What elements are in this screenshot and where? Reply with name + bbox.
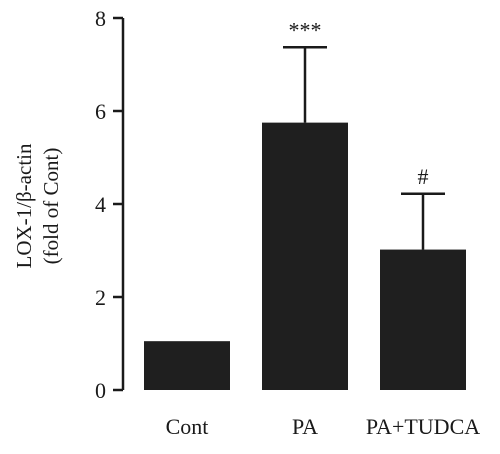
x-tick-labels: Cont PA PA+TUDCA bbox=[166, 414, 481, 439]
y-tick-label: 2 bbox=[95, 285, 106, 310]
y-tick-label: 6 bbox=[95, 99, 106, 124]
bar bbox=[380, 249, 466, 390]
x-tick-label: Cont bbox=[166, 414, 209, 439]
significance-label: # bbox=[418, 164, 429, 189]
bar bbox=[262, 122, 348, 390]
y-ticks: 0 2 4 6 8 bbox=[95, 6, 123, 403]
y-tick-label: 0 bbox=[95, 378, 106, 403]
significance-label: *** bbox=[289, 17, 322, 42]
y-axis-label-line1: LOX-1/β-actin bbox=[12, 143, 36, 268]
bar bbox=[144, 341, 230, 390]
error-bars bbox=[283, 46, 445, 250]
y-tick-label: 8 bbox=[95, 6, 106, 31]
y-axis-label-line2: (fold of Cont) bbox=[39, 148, 63, 265]
y-tick-label: 4 bbox=[95, 192, 106, 217]
significance-labels: *** # bbox=[289, 17, 429, 188]
x-tick-label: PA+TUDCA bbox=[366, 414, 480, 439]
bars bbox=[144, 122, 466, 390]
x-tick-label: PA bbox=[292, 414, 318, 439]
